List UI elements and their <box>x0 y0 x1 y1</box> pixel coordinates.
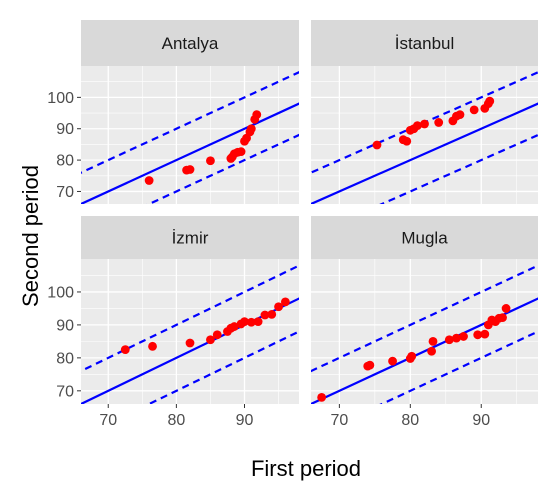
facet-strip <box>311 20 538 66</box>
data-point <box>274 302 283 312</box>
data-point <box>120 345 130 355</box>
data-point <box>413 121 422 130</box>
facet-strip-label: İstanbul <box>395 34 455 53</box>
data-point <box>229 322 239 331</box>
data-point <box>246 317 256 327</box>
x-axis-title: First period <box>251 456 361 481</box>
facet-strip-label: Mugla <box>401 229 448 248</box>
data-point <box>185 338 195 348</box>
y-tick-label: 70 <box>56 184 74 201</box>
x-axis-ticks-left-column: 70 80 90 <box>99 404 254 429</box>
y-axis-ticks-top-row: 70 80 90 100 <box>47 90 81 201</box>
data-point <box>402 136 412 146</box>
data-point <box>428 336 438 346</box>
gridlines <box>311 259 538 404</box>
data-point <box>240 317 249 327</box>
data-point <box>407 351 417 361</box>
data-point <box>427 346 436 356</box>
facet-strip <box>311 216 538 259</box>
y-tick-label: 90 <box>56 121 74 138</box>
data-point <box>388 356 397 366</box>
data-points <box>372 96 495 150</box>
data-point <box>469 105 479 115</box>
data-point <box>498 313 507 323</box>
facet-strip <box>81 20 299 66</box>
data-point <box>148 341 157 351</box>
data-point <box>501 304 511 313</box>
data-point <box>260 310 270 320</box>
panels-layer: Antalya İstanbul İzmir Mugla <box>81 20 538 404</box>
data-point <box>480 329 490 339</box>
identity-line <box>311 102 538 204</box>
facet-mugla: Mugla <box>311 216 538 404</box>
y-tick-label: 80 <box>56 153 74 170</box>
facet-strip-label: Antalya <box>162 34 219 53</box>
data-points <box>317 304 511 402</box>
data-point <box>455 110 465 120</box>
data-point <box>317 393 327 402</box>
data-point <box>182 165 191 175</box>
reference-lines <box>81 264 299 404</box>
facet-i-zmir: İzmir <box>81 216 299 404</box>
data-point <box>206 335 215 345</box>
x-tick-label: 70 <box>99 412 117 429</box>
lower-band-line <box>379 330 538 404</box>
reference-lines <box>311 264 538 404</box>
data-point <box>252 110 262 120</box>
identity-line <box>311 297 538 404</box>
y-axis-title: Second period <box>18 165 43 307</box>
data-point <box>372 140 382 150</box>
x-tick-label: 80 <box>401 412 419 429</box>
facet-strip-label: İzmir <box>172 229 209 248</box>
gridlines <box>81 66 299 204</box>
x-tick-label: 90 <box>236 412 254 429</box>
data-point <box>434 118 444 127</box>
data-point <box>246 124 256 134</box>
data-point <box>212 330 222 340</box>
data-point <box>236 147 246 157</box>
x-tick-label: 90 <box>472 412 490 429</box>
data-points <box>120 297 290 355</box>
data-point <box>144 176 154 185</box>
panel-background <box>81 259 299 404</box>
data-point <box>420 119 429 129</box>
panel-background <box>311 259 538 404</box>
data-point <box>365 360 375 370</box>
data-point <box>459 332 468 341</box>
data-point <box>267 309 277 319</box>
x-axis-ticks-right-column: 70 80 90 <box>330 404 490 429</box>
lower-band-line <box>379 133 538 204</box>
y-axis-ticks-bottom-row: 70 80 90 100 <box>47 284 81 400</box>
y-tick-label: 100 <box>47 284 74 301</box>
upper-band-line <box>81 71 299 174</box>
data-point <box>280 297 290 307</box>
y-tick-label: 80 <box>56 350 74 367</box>
data-point <box>253 317 263 327</box>
data-point <box>444 335 454 345</box>
y-tick-label: 90 <box>56 317 74 334</box>
lower-band-line <box>146 133 299 204</box>
upper-band-line <box>311 264 538 373</box>
data-point <box>206 156 215 166</box>
x-tick-label: 70 <box>330 412 348 429</box>
facet-i-stanbul: İstanbul <box>311 20 538 204</box>
identity-line <box>81 297 299 404</box>
y-tick-label: 100 <box>47 90 74 107</box>
facet-antalya: Antalya <box>81 20 299 204</box>
y-tick-label: 70 <box>56 383 74 400</box>
gridlines <box>311 66 538 204</box>
reference-lines <box>81 71 299 204</box>
x-tick-label: 80 <box>167 412 185 429</box>
data-points <box>144 110 262 185</box>
gridlines <box>81 259 299 404</box>
identity-line <box>81 102 299 204</box>
data-point <box>452 333 461 343</box>
facet-strip <box>81 216 299 259</box>
data-point <box>485 96 495 106</box>
data-point <box>473 330 483 340</box>
